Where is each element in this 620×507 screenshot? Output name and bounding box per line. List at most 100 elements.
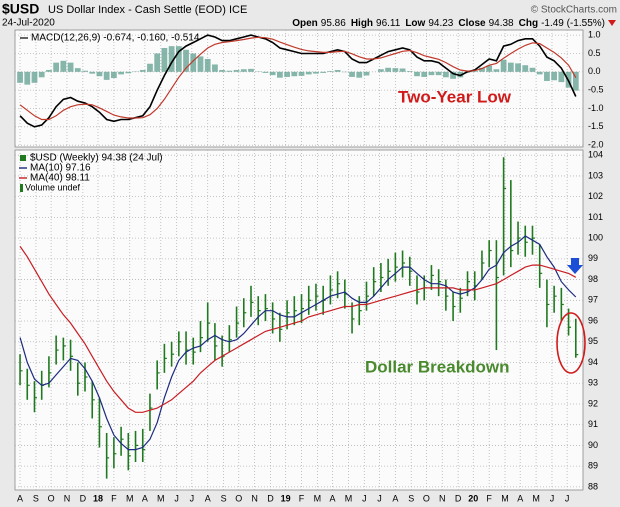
x-tick-label: F <box>486 493 492 503</box>
x-tick-label: J <box>565 493 570 503</box>
histogram-bar <box>536 71 543 75</box>
x-tick-label: J <box>174 493 179 503</box>
quote-label: Open <box>292 18 318 29</box>
histogram-bar <box>507 62 514 72</box>
source: © StockCharts.com <box>531 5 617 16</box>
date: 24-Jul-2020 <box>2 18 55 29</box>
histogram-bar <box>269 71 276 76</box>
line <box>19 34 577 128</box>
y-tick-label: -1.5 <box>588 121 604 131</box>
histogram-bar <box>414 71 420 77</box>
histogram-bar <box>240 69 247 72</box>
histogram-bar <box>139 69 146 72</box>
quote-value: 96.11 <box>376 18 401 29</box>
x-tick-label: M <box>345 493 353 503</box>
y-tick-label: 99 <box>588 253 598 263</box>
x-tick-label: D <box>455 493 462 503</box>
y-tick-label: 101 <box>588 212 603 222</box>
quote-value: 94.23 <box>428 18 453 29</box>
x-tick-label: M <box>126 493 134 503</box>
x-tick-label: D <box>80 493 87 503</box>
histogram-bar <box>96 71 103 77</box>
histogram-bar <box>60 60 67 72</box>
histogram-bar <box>529 67 536 72</box>
histogram-bar <box>262 71 269 73</box>
y-tick-label: 94 <box>588 357 598 367</box>
symbol: $USD <box>2 1 39 17</box>
plot-area <box>14 149 584 491</box>
x-tick-label: J <box>377 493 382 503</box>
y-tick-label: 0.0 <box>588 66 601 76</box>
histogram-bar <box>399 68 406 72</box>
histogram-bar <box>248 68 254 72</box>
histogram-bar <box>435 71 442 76</box>
histogram-bar <box>349 71 355 77</box>
y-tick-label: -2.0 <box>588 140 604 150</box>
y-tick-label: 104 <box>588 150 603 160</box>
histogram-bar <box>233 69 240 72</box>
histogram-bar <box>385 67 392 72</box>
legend-swatch <box>20 155 26 161</box>
y-tick-label: 102 <box>588 191 603 201</box>
histogram-bar <box>479 67 485 72</box>
histogram-bar <box>313 71 319 74</box>
y-tick-label: 88 <box>588 481 598 491</box>
x-tick-label: M <box>314 493 322 503</box>
y-tick-label: -0.5 <box>588 85 604 95</box>
line <box>19 246 577 413</box>
histogram-bar <box>147 63 153 72</box>
histogram-bar <box>572 71 579 91</box>
histogram-bar <box>522 65 529 72</box>
histogram-bar <box>46 69 52 72</box>
histogram-bar <box>31 71 38 83</box>
legend-label: MA(10) 97.16 <box>30 163 91 174</box>
histogram-bar <box>118 71 124 75</box>
histogram-bar <box>110 71 117 79</box>
histogram-bar <box>406 71 413 72</box>
histogram-bar <box>515 63 521 72</box>
y-tick-label: 100 <box>588 232 603 242</box>
histogram-bar <box>320 71 327 73</box>
histogram-bar <box>24 71 31 85</box>
x-tick-label: M <box>157 493 165 503</box>
x-tick-label: S <box>33 493 39 503</box>
histogram-bar <box>103 71 110 80</box>
legend-label: $USD (Weekly) 94.38 (24 Jul) <box>30 153 163 164</box>
histogram-bar <box>378 69 384 72</box>
histogram-bar <box>305 71 312 75</box>
histogram-bar <box>190 53 197 72</box>
legend-label: Volume undef <box>25 182 81 192</box>
line <box>19 36 577 121</box>
x-tick-label: S <box>221 493 227 503</box>
annotation: Two-Year Low <box>398 87 512 106</box>
plot-area <box>14 29 584 148</box>
histogram-bar <box>17 71 23 83</box>
histogram-bar <box>53 62 60 72</box>
histogram-bar <box>291 71 298 77</box>
histogram-bar <box>551 71 558 81</box>
x-tick-label: S <box>408 493 414 503</box>
histogram-bar <box>204 58 211 72</box>
histogram-bar <box>428 71 435 76</box>
histogram-bar <box>38 71 45 78</box>
histogram-bar <box>334 69 341 72</box>
quote-value: 95.86 <box>321 18 346 29</box>
quote-label: Chg <box>519 18 538 29</box>
histogram-bar <box>175 46 182 72</box>
x-tick-label: A <box>205 493 211 503</box>
red-circle <box>556 312 586 374</box>
histogram-bar <box>161 47 168 72</box>
x-tick-label: 20 <box>468 493 478 503</box>
x-tick-label: N <box>64 493 71 503</box>
legend-label: MACD(12,26,9) -0.674, -0.160, -0.514 <box>31 33 200 44</box>
histogram-bar <box>226 70 233 72</box>
x-tick-label: J <box>550 493 555 503</box>
x-tick-label: O <box>423 493 430 503</box>
y-tick-label: 97 <box>588 295 598 305</box>
histogram-bar <box>327 71 334 72</box>
histogram-bar <box>89 71 96 74</box>
x-tick-label: A <box>17 493 23 503</box>
histogram-bar <box>212 64 218 72</box>
